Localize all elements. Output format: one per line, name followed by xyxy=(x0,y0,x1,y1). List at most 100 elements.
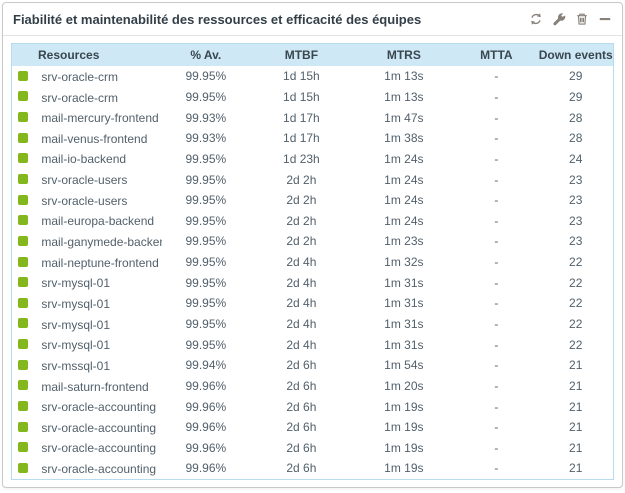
table-row: srv-oracle-users 99.95% 2d 2h 1m 24s - 2… xyxy=(12,190,613,211)
mtbf-cell: 2d 4h xyxy=(286,275,317,290)
mtbf-cell: 2d 2h xyxy=(286,172,317,187)
resource-cell: mail-io-backend xyxy=(12,149,162,170)
mtta-cell: - xyxy=(494,89,499,104)
availability-cell: 99.95% xyxy=(185,69,227,84)
table-row: srv-mssql-01 99.94% 2d 6h 1m 54s - 21 xyxy=(12,355,613,376)
mtrs-cell: 1m 32s xyxy=(384,255,424,270)
down-events-cell: 24 xyxy=(569,151,583,166)
resource-name: mail-saturn-frontend xyxy=(41,379,149,394)
resource-cell: mail-europa-backend xyxy=(12,210,162,231)
availability-cell: 99.95% xyxy=(185,317,227,331)
availability-cell: 99.95% xyxy=(185,255,227,270)
resource-cell: srv-oracle-accounting xyxy=(12,417,162,438)
availability-cell: 99.95% xyxy=(185,193,227,208)
mtbf-cell: 2d 4h xyxy=(286,296,317,311)
mtbf-cell: 2d 6h xyxy=(286,358,317,373)
resource-cell: srv-oracle-users xyxy=(12,190,162,211)
widget-titlebar: Fiabilité et maintenabilité des ressourc… xyxy=(3,3,622,36)
availability-cell: 99.95% xyxy=(185,89,227,104)
availability-cell: 99.96% xyxy=(185,378,227,393)
table-row: mail-neptune-frontend 99.95% 2d 4h 1m 32… xyxy=(12,252,613,273)
mtbf-cell: 2d 4h xyxy=(286,317,317,331)
table-row: srv-oracle-accounting 99.96% 2d 6h 1m 19… xyxy=(12,417,613,438)
mtta-cell: - xyxy=(494,151,499,166)
down-events-cell: 21 xyxy=(569,440,583,455)
status-ok-icon xyxy=(18,70,28,81)
mtta-cell: - xyxy=(494,110,499,125)
down-events-cell: 21 xyxy=(569,461,583,476)
resource-cell: srv-oracle-accounting xyxy=(12,396,162,417)
resource-name: srv-oracle-accounting xyxy=(41,420,157,435)
table-row: mail-mercury-frontend 99.93% 1d 17h 1m 4… xyxy=(12,107,613,128)
resource-name: mail-neptune-frontend xyxy=(41,255,159,270)
mtta-cell: - xyxy=(494,193,499,208)
mtbf-cell: 2d 6h xyxy=(286,440,317,455)
resource-name: srv-mssql-01 xyxy=(41,358,111,373)
mtbf-cell: 1d 23h xyxy=(283,151,320,166)
mtrs-cell: 1m 13s xyxy=(384,89,424,104)
mtrs-cell: 1m 54s xyxy=(384,358,424,373)
resource-cell: mail-saturn-frontend xyxy=(12,376,162,397)
resource-cell: srv-mysql-01 xyxy=(12,293,162,314)
mtbf-cell: 1d 15h xyxy=(283,69,320,84)
mtta-cell: - xyxy=(494,213,499,228)
minimize-icon[interactable] xyxy=(597,12,612,27)
table-row: srv-mysql-01 99.95% 2d 4h 1m 31s - 22 xyxy=(12,334,613,355)
mtbf-cell: 2d 6h xyxy=(286,461,317,476)
mtbf-cell: 2d 2h xyxy=(286,193,317,208)
mtta-cell: - xyxy=(494,337,499,352)
resource-name: srv-mysql-01 xyxy=(41,338,111,353)
resource-name: mail-europa-backend xyxy=(41,214,155,229)
table-row: srv-mysql-01 99.95% 2d 4h 1m 31s - 22 xyxy=(12,314,613,335)
table-header-row: Resources % Av. MTBF MTRS MTTA Down even… xyxy=(12,44,613,66)
refresh-icon[interactable] xyxy=(528,12,543,27)
availability-cell: 99.94% xyxy=(185,358,227,373)
status-ok-icon xyxy=(18,421,28,432)
table-row: srv-mysql-01 99.95% 2d 4h 1m 31s - 22 xyxy=(12,293,613,314)
availability-cell: 99.95% xyxy=(185,213,227,228)
down-events-cell: 22 xyxy=(569,296,583,311)
availability-cell: 99.95% xyxy=(185,234,227,249)
status-ok-icon xyxy=(18,318,28,329)
resource-name: mail-io-backend xyxy=(41,152,127,167)
down-events-cell: 22 xyxy=(569,275,583,290)
table-row: srv-oracle-crm 99.95% 1d 15h 1m 13s - 29 xyxy=(12,66,613,87)
mtrs-cell: 1m 24s xyxy=(384,172,424,187)
mtrs-cell: 1m 24s xyxy=(384,193,424,208)
down-events-cell: 28 xyxy=(569,110,583,125)
mtbf-cell: 2d 4h xyxy=(286,255,317,270)
resource-name: srv-oracle-crm xyxy=(41,90,119,105)
resource-name: srv-oracle-users xyxy=(41,172,128,187)
status-ok-icon xyxy=(18,215,28,226)
mtrs-cell: 1m 47s xyxy=(384,110,424,125)
availability-cell: 99.95% xyxy=(185,296,227,311)
resource-cell: srv-mysql-01 xyxy=(12,272,162,293)
mtta-cell: - xyxy=(494,317,499,331)
column-header-down-events: Down events xyxy=(538,44,613,66)
mtta-cell: - xyxy=(494,234,499,249)
status-ok-icon xyxy=(18,112,28,123)
table-row: srv-oracle-accounting 99.96% 2d 6h 1m 19… xyxy=(12,396,613,417)
down-events-cell: 22 xyxy=(569,255,583,270)
mtta-cell: - xyxy=(494,378,499,393)
trash-icon[interactable] xyxy=(574,12,589,27)
status-ok-icon xyxy=(18,277,28,288)
down-events-cell: 28 xyxy=(569,131,583,146)
wrench-icon[interactable] xyxy=(551,12,566,27)
availability-cell: 99.95% xyxy=(185,151,227,166)
column-header-resources: Resources xyxy=(12,44,163,66)
mtta-cell: - xyxy=(494,461,499,476)
mtrs-cell: 1m 19s xyxy=(384,461,424,476)
availability-cell: 99.96% xyxy=(185,420,227,435)
resource-cell: srv-oracle-crm xyxy=(12,66,162,87)
table-body: srv-oracle-crm 99.95% 1d 15h 1m 13s - 29… xyxy=(12,66,613,479)
status-ok-icon xyxy=(18,256,28,267)
mtbf-cell: 1d 17h xyxy=(283,110,320,125)
mtrs-cell: 1m 20s xyxy=(384,378,424,393)
down-events-cell: 22 xyxy=(569,337,583,352)
down-events-cell: 29 xyxy=(569,89,583,104)
status-ok-icon xyxy=(18,235,28,246)
down-events-cell: 21 xyxy=(569,358,583,373)
resources-table-wrapper: Resources % Av. MTBF MTRS MTTA Down even… xyxy=(11,43,614,480)
mtbf-cell: 2d 6h xyxy=(286,399,317,414)
